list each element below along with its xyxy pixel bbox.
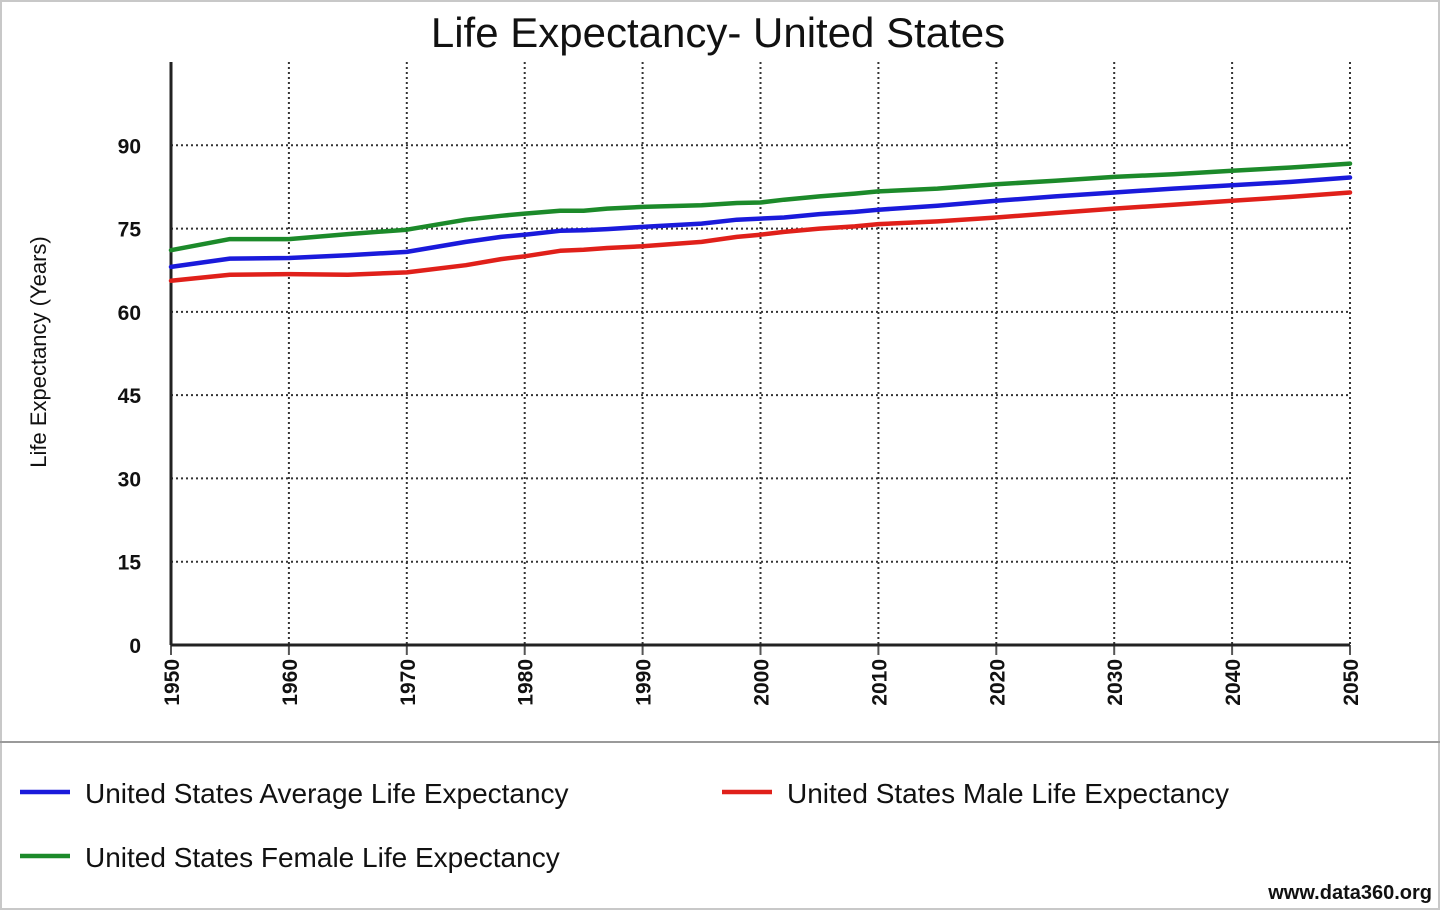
x-tick-label: 1970 (397, 659, 420, 706)
y-tick-label: 0 (129, 635, 141, 658)
x-tick-label: 1980 (515, 659, 538, 706)
chart-title: Life Expectancy- United States (431, 9, 1005, 56)
legend-label-average: United States Average Life Expectancy (85, 778, 569, 809)
x-tick-label: 2000 (751, 659, 774, 706)
source-credit: www.data360.org (1267, 882, 1432, 904)
y-tick-label: 90 (118, 135, 141, 158)
legend-label-female: United States Female Life Expectancy (85, 842, 560, 873)
x-tick-label: 2050 (1340, 659, 1363, 706)
series-line-average (168, 175, 1353, 270)
y-tick-label: 75 (118, 219, 142, 242)
series-lines (168, 161, 1353, 284)
series-line-male (168, 190, 1353, 284)
x-tick-label: 2040 (1222, 659, 1245, 706)
y-axis-label: Life Expectancy (Years) (26, 236, 51, 468)
x-tick-label: 2020 (986, 659, 1009, 706)
series-line-female (168, 161, 1353, 253)
x-tick-label: 1990 (633, 659, 656, 706)
axes: 1950 1960 1970 1980 1990 2000 2010 2020 2030 2040… (118, 62, 1363, 706)
x-tick-label: 1960 (279, 659, 302, 706)
legend: United States Average Life Expectancy Un… (20, 778, 1229, 873)
y-tick-label: 15 (118, 552, 142, 575)
y-tick-label: 60 (118, 302, 141, 325)
legend-label-male: United States Male Life Expectancy (787, 778, 1229, 809)
grid (171, 62, 1351, 645)
x-tick-label: 2030 (1104, 659, 1127, 706)
y-tick-label: 30 (118, 468, 141, 491)
x-tick-label: 1950 (161, 659, 184, 706)
y-tick-label: 45 (118, 385, 142, 408)
x-tick-label: 2010 (868, 659, 891, 706)
